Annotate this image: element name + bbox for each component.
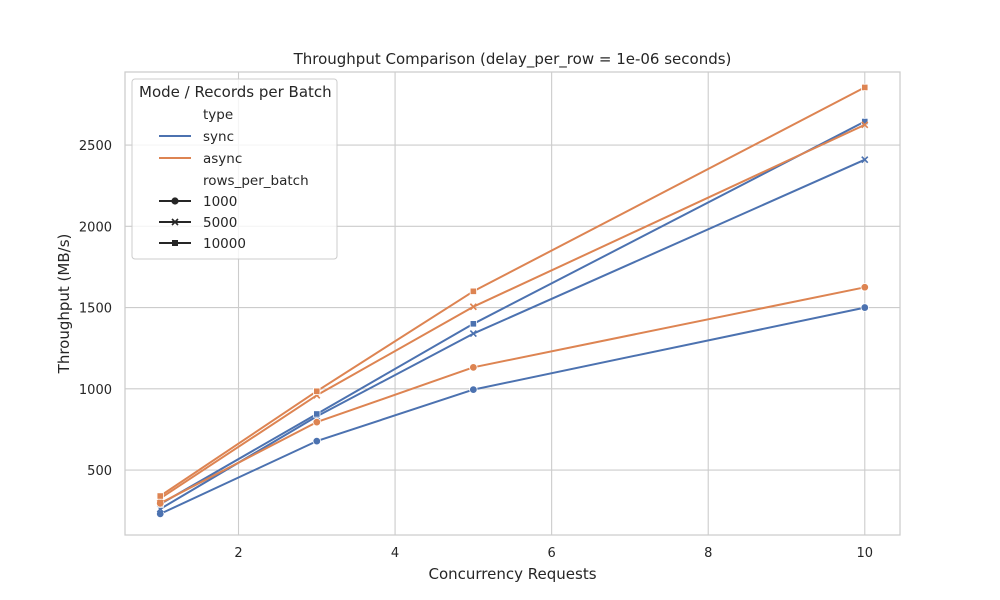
- y-tick-label: 500: [87, 464, 112, 479]
- series-async-10000: [156, 83, 869, 500]
- legend-circle-marker-icon: [171, 197, 179, 205]
- legend-5000-label: 5000: [203, 215, 237, 231]
- series-layer: [156, 83, 869, 519]
- data-point-circle: [469, 385, 478, 394]
- legend-x-marker-icon: [171, 218, 179, 226]
- series-line: [159, 286, 866, 505]
- plot-frame: [124, 71, 901, 536]
- data-point-x: [861, 121, 869, 129]
- data-point-circle: [860, 283, 869, 292]
- y-axis-label: Throughput (MB/s): [55, 234, 73, 375]
- legend-async-label: async: [203, 151, 242, 167]
- x-tick-label: 6: [548, 546, 556, 561]
- y-tick-label: 1000: [79, 383, 112, 398]
- legend: Mode / Records per Batch type sync async…: [131, 78, 338, 260]
- data-point-square: [156, 492, 164, 500]
- tick-labels: 2 4 6 8 10 500 1000 1500 2000 2500: [79, 139, 873, 561]
- data-point-square: [861, 83, 869, 92]
- y-tick-label: 2000: [79, 220, 112, 235]
- data-point-circle: [860, 303, 869, 312]
- x-tick-label: 4: [391, 546, 399, 561]
- x-axis-label: Concurrency Requests: [428, 565, 596, 583]
- legend-1000-label: 1000: [203, 194, 237, 210]
- series-line: [159, 120, 866, 505]
- legend-10000-label: 10000: [203, 236, 246, 252]
- legend-hue-title: type: [203, 107, 233, 123]
- data-point-circle: [312, 436, 321, 446]
- x-tick-label: 2: [234, 546, 242, 561]
- y-tick-label: 2500: [79, 139, 112, 154]
- x-tick-label: 8: [704, 546, 712, 561]
- y-tick-label: 1500: [79, 302, 112, 317]
- legend-sync-label: sync: [203, 129, 234, 145]
- data-point-x: [469, 329, 477, 338]
- data-point-square: [469, 287, 477, 295]
- data-point-circle: [469, 363, 478, 372]
- series-line: [159, 306, 866, 515]
- legend-square-marker-icon: [172, 240, 178, 246]
- legend-title: Mode / Records per Batch: [139, 83, 332, 101]
- data-point-square: [313, 387, 321, 395]
- data-point-x: [469, 303, 477, 311]
- data-point-square: [469, 320, 477, 328]
- data-point-circle: [312, 417, 321, 427]
- data-point-x: [861, 156, 869, 164]
- x-tick-label: 10: [856, 546, 873, 561]
- data-point-square: [313, 410, 321, 418]
- series-line: [159, 86, 866, 497]
- chart-title: Throughput Comparison (delay_per_row = 1…: [293, 50, 732, 69]
- series-line: [159, 123, 866, 500]
- legend-frame: [131, 78, 338, 260]
- legend-style-title: rows_per_batch: [203, 173, 309, 189]
